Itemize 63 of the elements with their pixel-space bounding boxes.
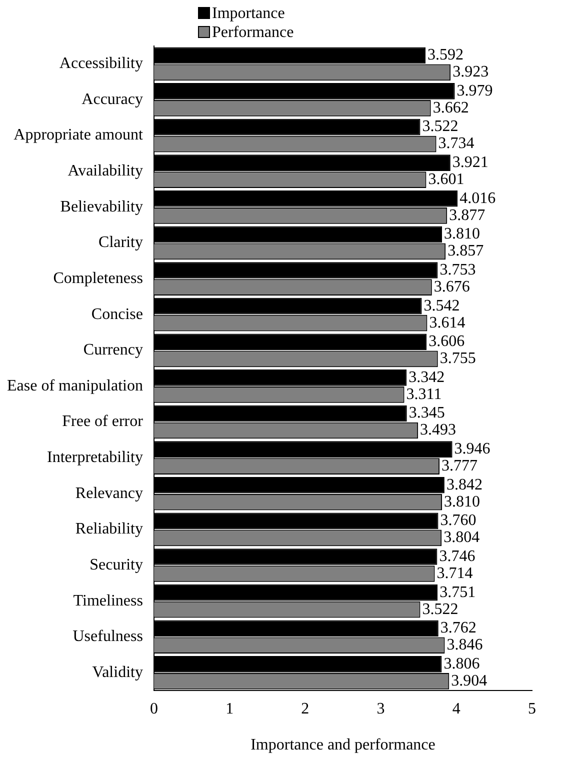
data-label: 3.734: [438, 135, 474, 152]
y-tick-label: Accuracy: [82, 90, 143, 108]
data-label: 3.614: [429, 314, 466, 332]
data-label: 3.676: [434, 278, 470, 296]
y-tick-label: Completeness: [53, 270, 143, 287]
data-label: 3.522: [422, 118, 458, 136]
data-label: 3.804: [444, 529, 480, 546]
data-label: 4.016: [460, 190, 496, 207]
data-label: 3.342: [408, 368, 445, 386]
y-tick-label: Clarity: [98, 234, 143, 252]
data-label: 3.714: [436, 564, 473, 582]
x-tick-label: 0: [150, 700, 158, 718]
data-label: 3.877: [449, 206, 486, 224]
data-label: 3.946: [454, 440, 490, 458]
data-label: 3.601: [428, 171, 464, 188]
data-label: 3.857: [448, 242, 484, 260]
y-tick-label: Relevancy: [75, 484, 143, 502]
data-label: 3.606: [428, 333, 465, 350]
data-label: 3.760: [440, 512, 476, 530]
data-label: 3.979: [456, 82, 493, 100]
y-tick-label: Appropriate amount: [14, 126, 144, 144]
y-tick-label: Validity: [92, 664, 143, 681]
y-tick-label: Free of error: [62, 413, 144, 430]
y-tick-label: Currency: [83, 342, 143, 359]
data-label: 3.810: [444, 493, 480, 510]
data-label: 3.493: [420, 422, 456, 439]
data-label: 3.311: [406, 386, 442, 403]
data-label: 3.904: [451, 672, 488, 690]
data-label: 3.755: [440, 350, 476, 368]
y-tick-label: Reliability: [75, 520, 143, 538]
data-label: 3.751: [440, 584, 476, 601]
data-label: 3.345: [408, 404, 445, 422]
data-label: 3.592: [428, 46, 464, 64]
legend-label: Importance: [211, 4, 286, 23]
y-tick-label: Believability: [60, 198, 143, 216]
x-tick-label: 3: [376, 700, 385, 718]
data-label: 3.923: [452, 64, 489, 81]
data-label: 3.806: [444, 655, 480, 672]
y-tick-label: Usefulness: [72, 628, 143, 646]
data-label: 3.921: [452, 154, 488, 172]
y-tick-label: Concise: [91, 306, 143, 323]
y-tick-label: Security: [90, 556, 143, 574]
y-tick-label: Interpretability: [46, 449, 143, 466]
data-label: 3.662: [432, 99, 469, 116]
x-tick-label: 5: [528, 700, 536, 718]
data-label: 3.522: [422, 600, 458, 618]
data-label: 3.842: [446, 476, 482, 494]
y-tick-label: Accessibility: [59, 55, 143, 72]
data-label: 3.753: [440, 261, 476, 278]
y-tick-label: Ease of manipulation: [6, 377, 143, 394]
data-label: 3.810: [444, 226, 480, 243]
x-tick-label: 4: [452, 700, 460, 718]
y-tick-label: Availability: [68, 162, 143, 180]
data-label: 3.746: [439, 548, 476, 565]
x-axis-title: Importance and performance: [250, 736, 436, 754]
data-label: 3.542: [424, 297, 460, 314]
legend-label: Performance: [211, 23, 294, 42]
data-label: 3.846: [446, 636, 483, 654]
y-tick-label: Timeliness: [73, 592, 143, 610]
data-label: 3.762: [440, 620, 476, 637]
x-tick-label: 2: [301, 700, 310, 718]
x-tick-label: 1: [226, 700, 234, 718]
data-label: 3.777: [442, 458, 478, 475]
